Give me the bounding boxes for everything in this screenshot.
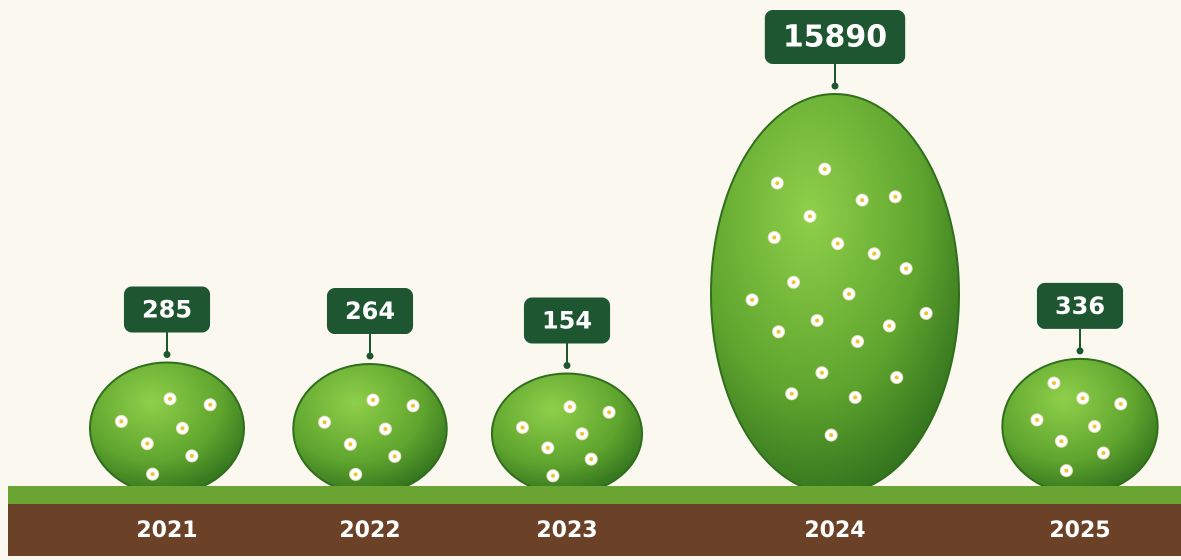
flower-center [750,297,755,302]
label-dot [366,352,374,360]
x-tick-label: 2025 [1049,518,1110,543]
grass [8,486,1181,508]
flower-center [789,391,794,396]
value-label-box [764,10,906,64]
flower-center [189,453,194,458]
flower-center [150,472,155,477]
flower-center [1064,468,1069,473]
flower-center [208,402,213,407]
flower-center [353,472,358,477]
flower-center [775,181,780,186]
flower-center [776,329,781,334]
flower-center [893,194,898,199]
flower-center [607,410,612,415]
flower-center [924,311,929,316]
flower-center [835,241,840,246]
flower-center [1101,451,1106,456]
value-label: 264 [345,297,395,325]
label-dot [163,350,171,358]
flower-center [853,395,858,400]
flower-center [847,292,852,296]
flower-center [1080,396,1085,401]
value-label-box [1036,282,1124,329]
value-label: 154 [542,306,592,334]
flower-center [168,396,173,401]
value-label-box [123,286,211,333]
bush [292,363,448,495]
x-tick-label: 2024 [804,518,865,543]
flower-center [180,426,185,431]
bushes [88,93,1159,495]
flower-center [145,441,150,446]
label-dot [831,82,839,90]
flower-center [580,431,585,436]
flower-center [370,398,375,403]
x-tick-label: 2021 [136,518,197,543]
flower-center [1118,401,1123,406]
label-dot [1076,347,1084,355]
flower-center [589,457,594,462]
flower-center [322,420,327,425]
flower-center [860,198,865,203]
flower-center [815,318,820,323]
value-label: 285 [142,295,192,323]
flower-center [807,214,812,219]
flower-center [545,445,550,450]
flower-center [1059,439,1064,444]
flower-center [819,370,824,375]
bush [490,372,644,495]
flower-center [894,375,899,380]
flower-center [772,235,777,240]
flower-center [567,404,572,409]
flower-center [383,427,388,432]
flower-center [872,251,877,256]
label-dot [563,361,571,369]
flower-center [520,425,525,430]
soil [8,504,1181,556]
flower-center [392,454,397,459]
flower-center [791,280,796,285]
bush [1001,357,1159,495]
flower-center [1051,380,1056,385]
flower-center [855,339,860,344]
flower-center [411,403,416,408]
flower-center [550,473,555,478]
flower-center [829,433,834,438]
value-label: 15890 [783,20,887,55]
value-label: 336 [1055,292,1105,320]
flower-center [887,323,892,328]
flower-center [119,419,124,424]
flower-center [822,167,827,172]
labels: 285 2021 264 2022 154 2023 15890 2024 336 2025 [123,10,1124,543]
value-label-box [326,288,414,335]
flower-center [348,442,353,447]
x-tick-label: 2023 [536,518,597,543]
value-label-box [523,297,611,344]
x-tick-label: 2022 [339,518,400,543]
flower-center [1034,417,1039,422]
bush [88,361,246,495]
flower-center [1092,424,1097,429]
flower-center [904,266,909,271]
